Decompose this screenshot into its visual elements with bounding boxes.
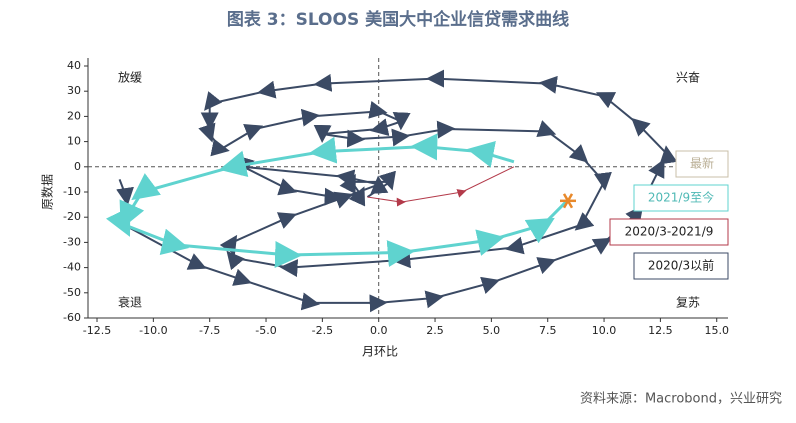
legend-box xyxy=(633,184,729,212)
y-axis-label: 原数据 xyxy=(40,174,55,210)
legend-box xyxy=(675,150,729,178)
x-tick-label: 15.0 xyxy=(704,324,729,337)
x-tick-label: -10.0 xyxy=(139,324,167,337)
quadrant-label: 衰退 xyxy=(118,295,142,310)
chart-title: 图表 3：SLOOS 美国大中企业信贷需求曲线 xyxy=(227,9,569,30)
quadrant-label: 兴奋 xyxy=(676,71,700,85)
x-tick-label: 0.0 xyxy=(370,324,388,337)
x-tick-label: -2.5 xyxy=(312,324,333,337)
quadrant-label: 放缓 xyxy=(118,70,142,85)
y-tick-label: 20 xyxy=(67,109,81,122)
y-tick-label: -10 xyxy=(63,185,81,198)
legend-box xyxy=(609,218,729,246)
x-axis-label: 月环比 xyxy=(362,345,398,359)
y-tick-label: -40 xyxy=(63,261,81,274)
x-tick-label: 5.0 xyxy=(483,324,501,337)
y-tick-label: 10 xyxy=(67,135,81,148)
x-tick-label: -7.5 xyxy=(199,324,220,337)
x-tick-label: 2.5 xyxy=(426,324,444,337)
x-tick-label: -12.5 xyxy=(83,324,111,337)
y-tick-label: 30 xyxy=(67,84,81,97)
legend-label: 2020/3-2021/9 xyxy=(625,225,714,239)
legend-label: 2020/3以前 xyxy=(648,258,714,273)
source-note: 资料来源：Macrobond，兴业研究 xyxy=(580,392,782,407)
quadrant-label: 复苏 xyxy=(676,296,700,310)
series-line xyxy=(105,133,567,269)
legend-label: 2021/9至今 xyxy=(648,190,714,205)
latest-marker xyxy=(560,193,576,209)
latest-marker-stroke xyxy=(562,193,574,209)
legend-box xyxy=(633,252,729,280)
y-tick-label: -50 xyxy=(63,286,81,299)
y-tick-label: -30 xyxy=(63,235,81,248)
y-tick-label: 0 xyxy=(74,160,81,173)
y-tick-label: -20 xyxy=(63,210,81,223)
y-tick-label: -60 xyxy=(63,311,81,324)
legend-label: 最新 xyxy=(690,156,714,171)
series-line xyxy=(111,69,678,313)
series-line xyxy=(367,166,515,207)
x-tick-label: 7.5 xyxy=(539,324,557,337)
y-tick-label: 40 xyxy=(67,59,81,72)
x-tick-label: -5.0 xyxy=(255,324,276,337)
x-tick-label: 12.5 xyxy=(648,324,673,337)
x-tick-label: 10.0 xyxy=(592,324,617,337)
